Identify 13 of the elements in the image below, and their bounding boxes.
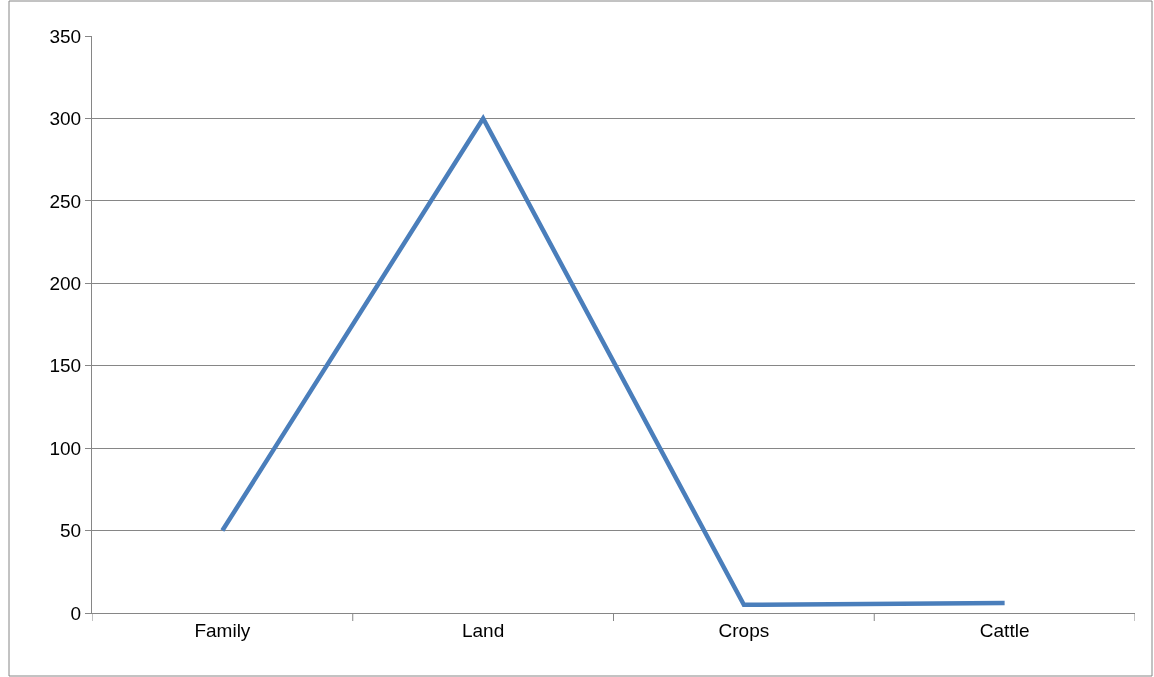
x-tick-label: Crops bbox=[718, 619, 770, 641]
y-tick-label: 300 bbox=[49, 108, 82, 130]
y-tick-label: 0 bbox=[70, 602, 82, 624]
x-tick-label: Cattle bbox=[979, 619, 1030, 641]
y-tick-label: 100 bbox=[49, 437, 82, 459]
y-tick-label: 250 bbox=[49, 190, 82, 212]
y-tick-label: 50 bbox=[60, 520, 82, 542]
y-tick-label: 150 bbox=[49, 355, 82, 377]
y-tick-label: 200 bbox=[49, 272, 82, 294]
x-tick-label: Land bbox=[461, 619, 505, 641]
y-tick-label: 350 bbox=[49, 25, 82, 47]
line-series bbox=[220, 116, 1007, 608]
x-tick-label: Family bbox=[194, 619, 251, 641]
